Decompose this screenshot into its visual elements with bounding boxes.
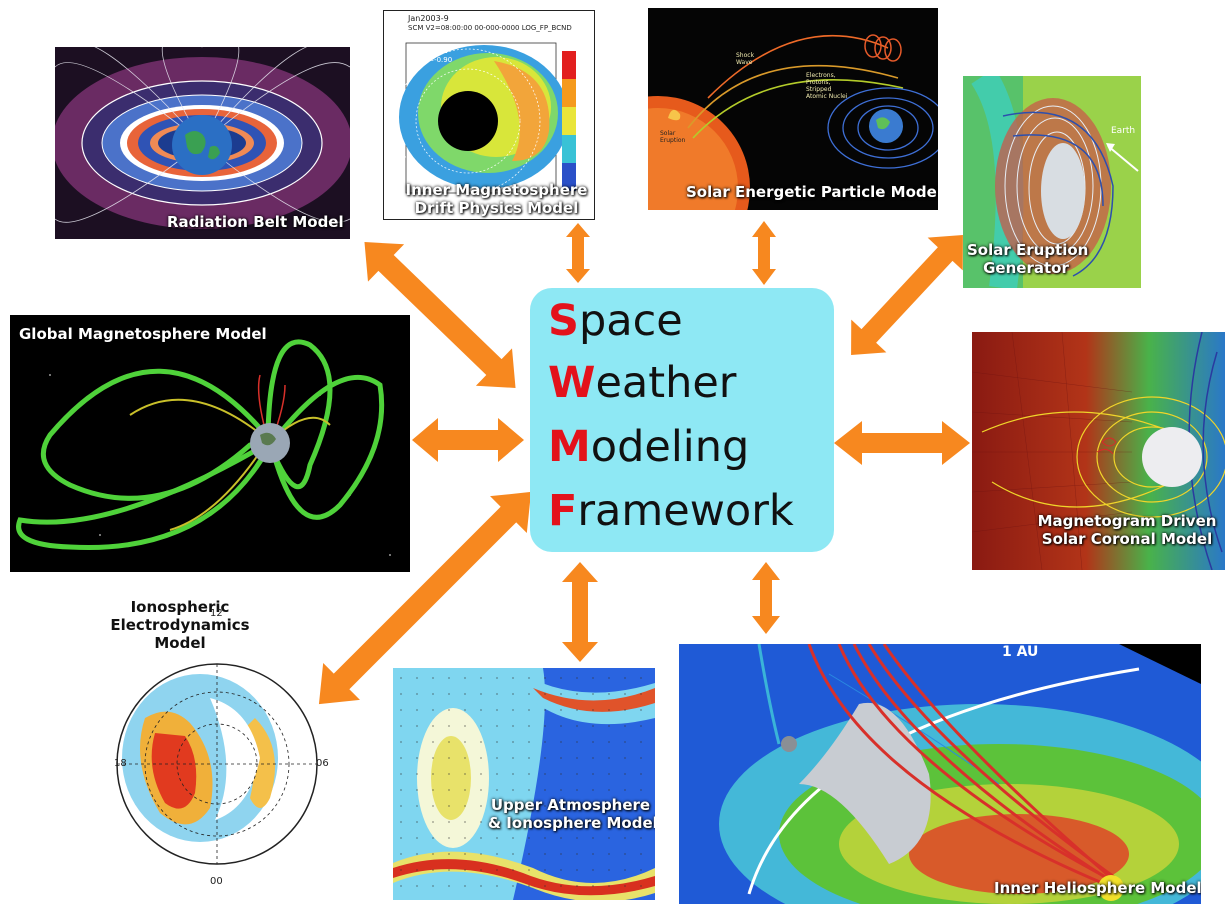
upper-atmosphere-panel: Upper Atmosphere & Ionosphere Model xyxy=(393,668,655,900)
inner-magnetosphere-panel: Jan2003-9 SCM V2=08:00:00 00-000-0000 LO… xyxy=(383,10,595,220)
ionospheric-caption-line-3: Model xyxy=(154,634,206,652)
arrow-solar-corona xyxy=(834,421,970,465)
upper-atmosphere-caption-line-1: Upper Atmosphere xyxy=(490,796,651,814)
solar-corona-caption-line-2: Solar Coronal Model xyxy=(1041,530,1213,548)
inner-magnetosphere-header-1: Jan2003-9 xyxy=(408,14,449,23)
arrow-inner-magnetosphere xyxy=(566,223,590,283)
inner-magnetosphere-caption-line-2: Drift Physics Model xyxy=(414,199,579,217)
ionospheric-tick-left: 18 xyxy=(114,758,127,769)
upper-atmosphere-image xyxy=(393,668,655,900)
solar-energetic-particle-image xyxy=(648,8,938,210)
radiation-belt-caption: Radiation Belt Model xyxy=(167,213,344,231)
hub-rest-modeling: odeling xyxy=(590,422,750,472)
inner-magnetosphere-image xyxy=(384,11,594,219)
global-magnetosphere-image xyxy=(10,315,410,572)
global-magnetosphere-panel: Global Magnetosphere Model xyxy=(10,315,410,572)
arrow-solar-energetic-particle xyxy=(752,221,776,285)
hub-line-modeling: Modeling xyxy=(548,422,749,472)
particles-label: Electrons, Protons, Stripped Atomic Nucl… xyxy=(806,72,848,100)
ionospheric-tick-right: 06 xyxy=(316,758,329,769)
hub-initial-m: M xyxy=(548,422,591,472)
inner-magnetosphere-caption-line-1: Inner Magnetosphere xyxy=(405,181,588,199)
inner-magnetosphere-caption: Inner Magnetosphere Drift Physics Model xyxy=(404,181,589,217)
solar-eruption-image xyxy=(963,76,1141,288)
solar-corona-image xyxy=(972,332,1225,570)
solar-corona-caption-line-1: Magnetogram Driven xyxy=(1037,512,1217,530)
inner-magnetosphere-header-2: SCM V2=08:00:00 00-000-0000 LOG_FP_BCND xyxy=(408,24,572,32)
ionospheric-image xyxy=(116,663,318,865)
hub-line-weather: Weather xyxy=(548,358,737,408)
sun-icon xyxy=(1098,875,1124,901)
arrow-solar-eruption xyxy=(851,235,963,355)
inner-magnetosphere-legend-2: wMn=-0.90 xyxy=(412,56,453,64)
ionospheric-tick-bottom: 00 xyxy=(210,876,223,887)
hub-rest-space: pace xyxy=(578,296,683,346)
ionospheric-panel: Ionospheric Electrodynamics Model 12 18 … xyxy=(100,598,340,898)
solar-energetic-particle-panel: Shock Wave Electrons, Protons, Stripped … xyxy=(648,8,938,210)
ionospheric-caption-line-1: Ionospheric xyxy=(130,598,230,616)
arrow-global-magnetosphere xyxy=(412,418,524,462)
ionospheric-caption-line-2: Electrodynamics xyxy=(110,616,250,634)
shock-wave-label: Shock Wave xyxy=(736,52,755,66)
upper-atmosphere-caption-line-2: & Ionosphere Model xyxy=(488,814,655,832)
solar-corona-caption: Magnetogram Driven Solar Coronal Model xyxy=(1032,512,1222,548)
ionospheric-caption: Ionospheric Electrodynamics Model xyxy=(100,598,260,652)
earth-label: Earth xyxy=(1111,126,1136,136)
hub-line-space: Space xyxy=(548,296,683,346)
hub-initial-s: S xyxy=(548,296,579,346)
inner-heliosphere-panel: 1 AU Inner Heliosphere Model xyxy=(679,644,1201,904)
solar-corona-panel: Magnetogram Driven Solar Coronal Model xyxy=(972,332,1225,570)
hub-rest-framework: ramework xyxy=(577,486,794,536)
arrow-upper-atmosphere xyxy=(562,562,598,662)
arrow-inner-heliosphere xyxy=(752,562,780,634)
solar-eruption-caption-line-2: Generator xyxy=(983,259,1069,277)
solar-eruption-caption-line-1: Solar Eruption xyxy=(967,241,1089,259)
upper-atmosphere-caption: Upper Atmosphere & Ionosphere Model xyxy=(488,796,655,832)
solar-eruption-panel: Earth Solar Eruption Generator xyxy=(963,76,1141,288)
hub-initial-w: W xyxy=(548,358,596,408)
ionospheric-tick-top: 12 xyxy=(210,608,223,619)
hub-line-framework: Framework xyxy=(548,486,794,536)
swmf-hub xyxy=(530,288,834,552)
one-au-label: 1 AU xyxy=(1002,644,1039,660)
hub-rest-weather: eather xyxy=(595,358,737,408)
inner-heliosphere-image xyxy=(679,644,1201,904)
solar-energetic-particle-caption: Solar Energetic Particle Model xyxy=(686,183,938,201)
hub-initial-f: F xyxy=(548,486,578,536)
radiation-belt-panel: Radiation Belt Model xyxy=(55,47,350,239)
global-magnetosphere-caption: Global Magnetosphere Model xyxy=(19,325,267,343)
inner-heliosphere-caption: Inner Heliosphere Model xyxy=(994,879,1201,897)
solar-eruption-label: Solar Eruption xyxy=(660,130,686,144)
radiation-belt-image xyxy=(55,47,350,239)
inner-magnetosphere-legend-1: wMn=-0.1 xyxy=(412,47,448,55)
solar-eruption-caption: Solar Eruption Generator xyxy=(967,241,1089,277)
